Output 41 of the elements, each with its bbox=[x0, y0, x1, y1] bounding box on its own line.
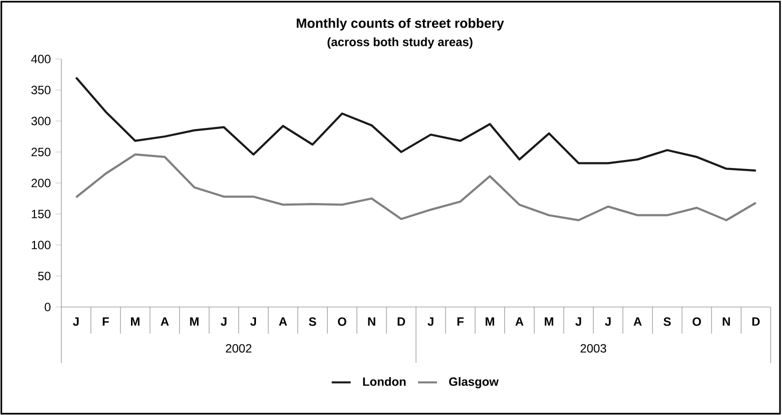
chart-title: Monthly counts of street robbery bbox=[296, 18, 504, 31]
x-tick-label: J bbox=[428, 317, 434, 326]
y-tick-label: 200 bbox=[32, 178, 50, 188]
x-tick-label: M bbox=[190, 317, 199, 326]
y-tick-label: 100 bbox=[32, 240, 50, 250]
x-tick-label: D bbox=[752, 317, 760, 326]
x-tick-label: O bbox=[692, 317, 701, 326]
x-tick-label: S bbox=[664, 317, 671, 326]
text: 2002 bbox=[226, 344, 252, 353]
line-series bbox=[75, 76, 757, 172]
x-tick-label: M bbox=[544, 317, 554, 326]
y-tick-label: 50 bbox=[38, 272, 50, 280]
x-tick-label: N bbox=[722, 317, 730, 326]
y-tick-label: 0 bbox=[44, 302, 50, 312]
x-tick-label: J bbox=[250, 317, 256, 326]
y-tick-label: 400 bbox=[31, 54, 50, 64]
y-tick-label: 150 bbox=[32, 210, 50, 218]
x-tick-label: A bbox=[634, 317, 642, 326]
chart-subtitle: (across both study areas) bbox=[328, 37, 472, 49]
x-tick-label: N bbox=[368, 317, 376, 326]
y-tick-label: 350 bbox=[31, 86, 50, 94]
text: 2003 bbox=[580, 344, 606, 353]
x-tick-label: O bbox=[338, 317, 346, 326]
x-tick-label: A bbox=[160, 317, 169, 326]
x-tick-label: F bbox=[102, 317, 109, 326]
x-tick-label: J bbox=[220, 317, 226, 326]
x-tick-label: A bbox=[515, 317, 524, 326]
line-series bbox=[75, 153, 757, 222]
x-tick-label: J bbox=[575, 317, 582, 326]
x-tick-label: M bbox=[486, 317, 494, 326]
legend-label: London bbox=[363, 377, 406, 386]
x-tick-label: A bbox=[278, 317, 288, 326]
y-tick-label: 300 bbox=[31, 116, 50, 126]
x-tick-label: M bbox=[131, 317, 140, 326]
x-tick-label: J bbox=[72, 317, 79, 326]
x-tick-label: F bbox=[457, 317, 464, 326]
x-tick-label: S bbox=[308, 317, 316, 326]
x-tick-label: J bbox=[604, 317, 611, 326]
legend-label: Glasgow bbox=[449, 377, 499, 388]
x-tick-label: D bbox=[398, 317, 406, 326]
y-tick-label: 250 bbox=[32, 148, 50, 156]
